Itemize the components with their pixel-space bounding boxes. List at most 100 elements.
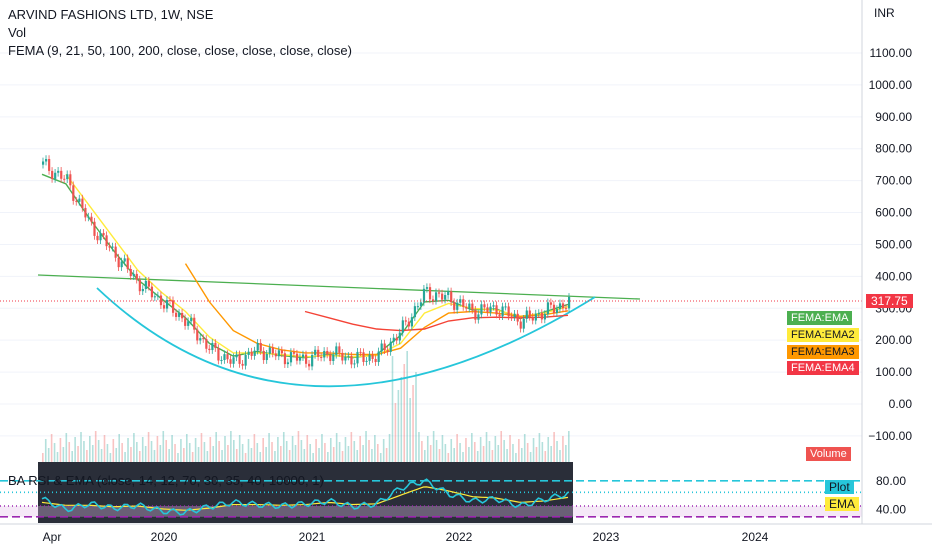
candle-body xyxy=(359,351,362,353)
candle-body xyxy=(398,332,401,341)
candle-body xyxy=(531,316,534,321)
candle-body xyxy=(93,221,96,236)
candle-body xyxy=(516,313,519,322)
volume-bar xyxy=(106,444,109,463)
candle-body xyxy=(250,351,253,356)
volume-bar xyxy=(324,443,326,463)
candle-body xyxy=(326,350,329,355)
volume-bar xyxy=(224,436,226,463)
candle-layer xyxy=(42,155,571,371)
cup-arc xyxy=(96,287,596,388)
candle-body xyxy=(338,346,341,353)
volume-bar xyxy=(456,434,458,463)
candle-body xyxy=(108,246,111,248)
candle-body xyxy=(168,300,172,302)
price-tick-label: 1100.00 xyxy=(870,46,913,60)
volume-bar xyxy=(391,356,394,463)
fema-ema2-badge: FEMA:EMA2 xyxy=(787,328,859,342)
candle-body xyxy=(555,309,559,314)
rsi-legend[interactable]: BA RSI & EMA (close, 14, 12, 70, 30, 35,… xyxy=(8,473,324,488)
volume-bar xyxy=(282,432,285,463)
volume-bar xyxy=(300,440,303,463)
price-axis[interactable]: 1100.00 1000.00 900.00 800.00 700.00 600.00 50… xyxy=(868,46,912,443)
volume-bar xyxy=(424,450,426,463)
volume-bar xyxy=(438,449,441,463)
fema-legend[interactable]: FEMA (9, 21, 50, 100, 200, close, close,… xyxy=(8,43,352,58)
price-tick-label: 0.00 xyxy=(889,397,913,411)
candle-body xyxy=(301,354,305,358)
volume-bar xyxy=(156,436,159,463)
rsi-plot-badge: Plot xyxy=(825,480,854,494)
volume-bar xyxy=(294,445,297,463)
volume-bar xyxy=(138,451,141,463)
volume-bar xyxy=(518,439,520,463)
volume-bar xyxy=(188,443,191,463)
volume-bar xyxy=(541,442,544,463)
volume-bar xyxy=(191,452,194,463)
candle-body xyxy=(202,338,205,340)
volume-bar xyxy=(94,431,97,463)
volume-bar xyxy=(185,434,188,463)
volume-bar xyxy=(509,435,511,463)
price-tick-label: −100.00 xyxy=(868,429,912,443)
candle-body xyxy=(238,354,241,364)
volume-bar xyxy=(109,453,112,463)
candle-body xyxy=(422,288,426,303)
candle-body xyxy=(377,351,380,363)
volume-bar xyxy=(385,448,388,463)
candle-body xyxy=(60,170,63,179)
volume-bar xyxy=(306,435,309,463)
volume-bar xyxy=(447,453,450,463)
volume-bar xyxy=(256,443,259,463)
candle-body xyxy=(135,273,138,280)
candle-body xyxy=(534,313,537,321)
volume-bar xyxy=(89,436,91,463)
candle-body xyxy=(165,300,169,309)
rsi-oversold-band xyxy=(0,506,862,517)
volume-bar xyxy=(374,435,376,463)
volume-bar xyxy=(359,436,361,463)
candle-body xyxy=(223,354,226,360)
candle-body xyxy=(105,235,108,247)
volume-bar xyxy=(174,444,176,463)
volume-bar xyxy=(520,448,523,463)
time-axis[interactable]: Apr 2020 2021 2022 2023 2024 xyxy=(43,530,769,544)
volume-bar xyxy=(429,445,432,463)
candle-body xyxy=(259,342,262,351)
candle-body xyxy=(132,273,135,277)
volume-bar xyxy=(291,436,294,463)
volume-bar xyxy=(112,439,115,463)
volume-bar xyxy=(177,453,179,463)
candle-body xyxy=(289,352,293,363)
volume-legend[interactable]: Vol xyxy=(8,25,27,40)
candle-body xyxy=(205,338,208,349)
candle-body xyxy=(156,295,160,297)
volume-bar xyxy=(44,439,47,463)
volume-bar xyxy=(535,447,538,463)
volume-bar xyxy=(426,436,429,463)
candle-body xyxy=(498,314,501,317)
candle-body xyxy=(305,354,308,364)
candle-body xyxy=(78,198,81,202)
symbol-title[interactable]: ARVIND FASHIONS LTD, 1W, NSE xyxy=(8,7,214,22)
volume-bar xyxy=(321,434,323,463)
volume-bar xyxy=(165,440,168,463)
candle-body xyxy=(323,350,326,358)
candle-body xyxy=(280,350,284,354)
candle-body xyxy=(317,349,320,357)
volume-bar xyxy=(450,439,453,463)
volume-bar xyxy=(368,440,370,463)
volume-bar xyxy=(362,445,364,463)
volume-bar xyxy=(215,432,217,463)
volume-bar xyxy=(497,445,500,463)
candle-body xyxy=(353,363,356,365)
volume-bar xyxy=(485,432,488,463)
rsi-axis[interactable]: 80.00 40.00 xyxy=(876,474,906,517)
candle-body xyxy=(235,354,238,358)
candle-body xyxy=(519,321,522,329)
volume-layer xyxy=(42,351,570,463)
candle-body xyxy=(401,320,404,333)
candle-body xyxy=(295,353,299,361)
candle-body xyxy=(413,306,417,318)
